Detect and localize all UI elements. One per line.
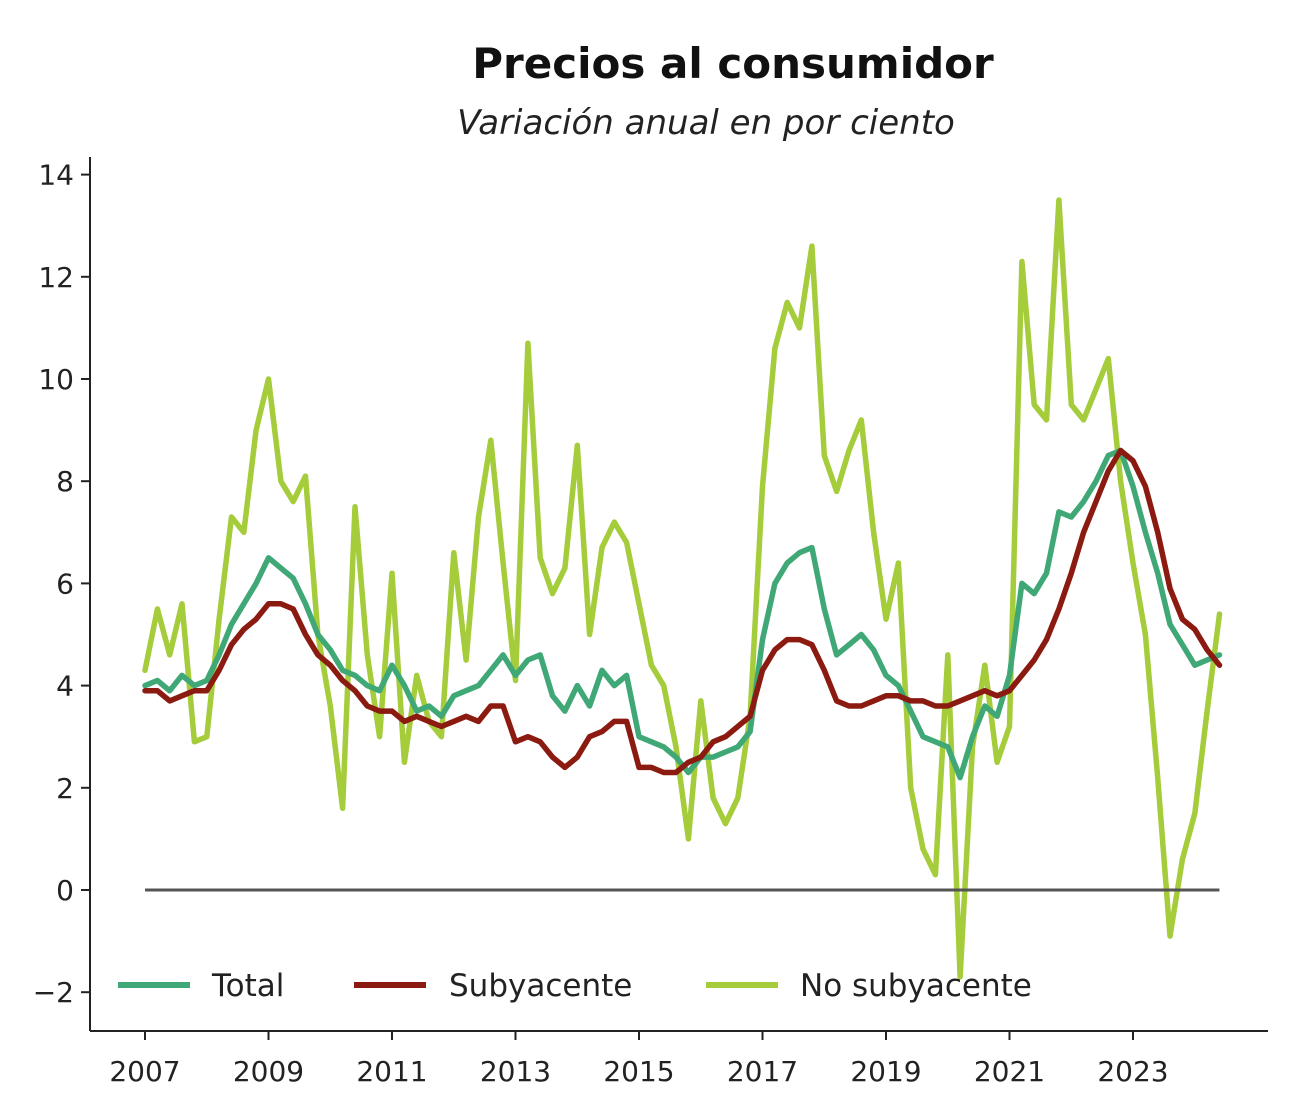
y-tick-label: 12 xyxy=(38,261,74,294)
y-tick-label: 6 xyxy=(56,567,74,600)
y-tick-label: 2 xyxy=(56,772,74,805)
x-tick-label: 2015 xyxy=(603,1055,674,1088)
series-layer xyxy=(142,197,1223,980)
x-tick-label: 2021 xyxy=(974,1055,1045,1088)
x-tick-label: 2013 xyxy=(480,1055,551,1088)
y-tick-label: 8 xyxy=(56,465,74,498)
chart-subtitle: Variación anual en por ciento xyxy=(457,103,955,143)
x-tick-label: 2007 xyxy=(109,1055,180,1088)
legend: Total Subyacente No subyacente xyxy=(118,968,1032,1004)
y-tick-label: 0 xyxy=(56,874,74,907)
legend-label-no-subyacente: No subyacente xyxy=(800,968,1032,1004)
series-line-subyacente xyxy=(142,447,1223,776)
legend-label-total: Total xyxy=(211,968,284,1004)
y-tick-label: −2 xyxy=(33,976,74,1009)
y-ticks: −2 0 2 4 6 8 10 12 14 xyxy=(33,159,90,1009)
y-tick-label: 10 xyxy=(38,363,74,396)
series-line-no-subyacente xyxy=(142,197,1223,980)
legend-label-subyacente: Subyacente xyxy=(449,968,632,1004)
chart-title: Precios al consumidor xyxy=(472,39,994,88)
x-ticks: 2007 2009 2011 2013 2015 2017 2019 2021 2023 xyxy=(109,1031,1169,1088)
y-tick-label: 4 xyxy=(56,670,74,703)
x-tick-label: 2017 xyxy=(727,1055,798,1088)
x-tick-label: 2011 xyxy=(356,1055,427,1088)
x-tick-label: 2009 xyxy=(233,1055,304,1088)
y-tick-label: 14 xyxy=(38,159,74,192)
x-tick-label: 2023 xyxy=(1097,1055,1168,1088)
x-tick-label: 2019 xyxy=(850,1055,921,1088)
